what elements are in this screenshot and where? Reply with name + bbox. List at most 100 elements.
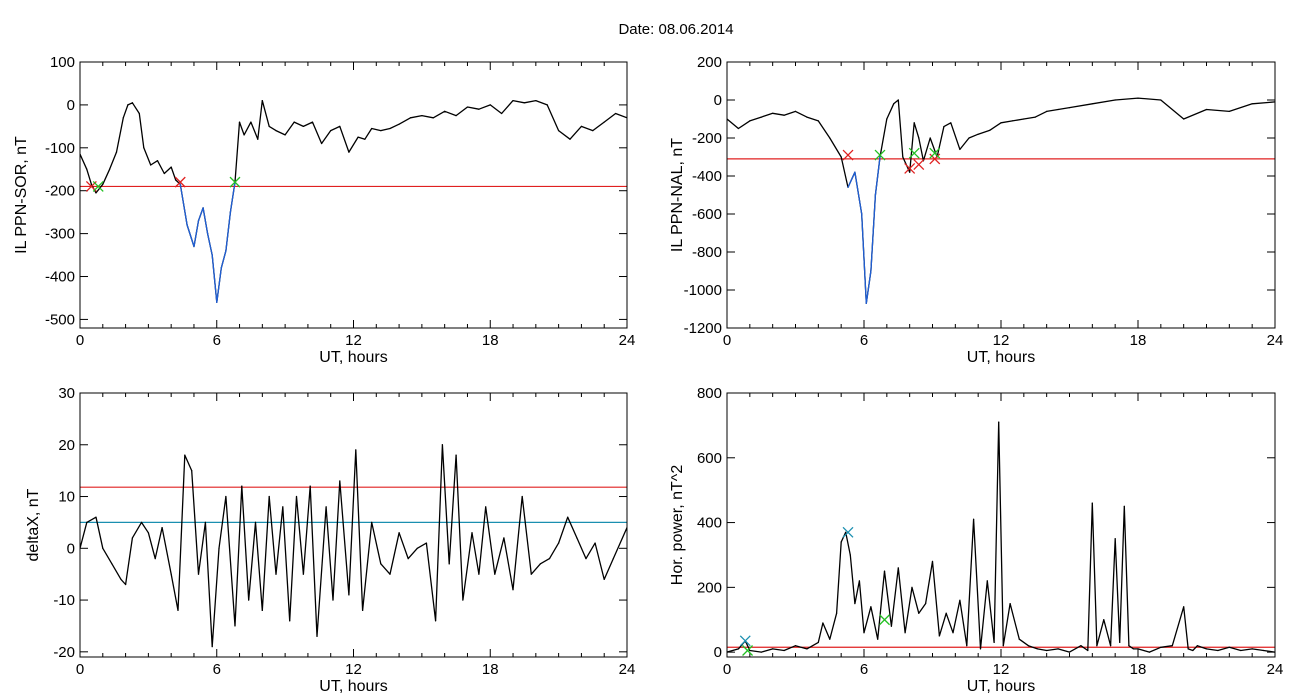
y-tick-label: 200 xyxy=(697,579,722,596)
marker-stroke xyxy=(742,645,754,656)
plot-frame xyxy=(79,392,628,658)
plot-area xyxy=(80,99,627,303)
data-point xyxy=(897,99,899,101)
data-point xyxy=(444,110,446,112)
y-tick-label: -600 xyxy=(692,206,722,223)
data-point xyxy=(179,183,181,185)
marker-stroke xyxy=(874,149,886,161)
data-point xyxy=(817,120,819,122)
data-point xyxy=(371,521,373,524)
data-point xyxy=(407,558,409,560)
data-point xyxy=(143,147,145,149)
data-point xyxy=(1132,648,1135,650)
data-point xyxy=(931,560,934,563)
data-point xyxy=(257,138,259,140)
data-point xyxy=(806,116,808,118)
data-point xyxy=(466,106,469,108)
data-point xyxy=(1027,645,1029,647)
data-point xyxy=(521,495,523,498)
data-point xyxy=(1068,107,1071,109)
data-point xyxy=(822,622,824,624)
data-point xyxy=(302,125,304,127)
data-point xyxy=(952,632,954,634)
x-tick-label: 18 xyxy=(482,332,499,349)
data-point xyxy=(289,620,291,622)
data-point xyxy=(979,648,982,650)
marker-stroke xyxy=(842,526,854,538)
data-point xyxy=(1023,118,1025,120)
data-point xyxy=(861,213,863,215)
x-tick-label: 6 xyxy=(213,661,221,678)
data-point xyxy=(284,134,286,136)
data-point xyxy=(988,129,991,131)
data-point xyxy=(362,609,364,612)
marker-stroke xyxy=(842,149,854,161)
x-tick-label: 6 xyxy=(213,332,221,349)
data-point xyxy=(576,537,578,539)
y-tick-label: 20 xyxy=(58,437,75,454)
data-point xyxy=(355,449,357,451)
data-point xyxy=(320,142,323,145)
marker-stroke xyxy=(908,147,920,159)
data-point xyxy=(911,586,913,588)
y-tick-label: 0 xyxy=(67,540,75,557)
data-point xyxy=(569,138,571,140)
data-point xyxy=(275,130,277,132)
data-point xyxy=(184,454,186,456)
y-tick-label: -800 xyxy=(692,244,722,261)
data-point xyxy=(462,599,464,601)
data-point xyxy=(204,521,206,524)
x-tick-label: 24 xyxy=(619,661,636,678)
data-point xyxy=(1183,118,1185,120)
data-point xyxy=(845,531,847,533)
data-point xyxy=(558,130,560,132)
data-point xyxy=(1046,110,1048,112)
marker-stroke xyxy=(913,159,925,171)
y-tick-label: 100 xyxy=(50,54,75,71)
y-tick-label: 200 xyxy=(697,54,722,71)
data-point xyxy=(512,589,514,591)
x-tick-label: 0 xyxy=(76,661,84,678)
data-point xyxy=(546,104,548,106)
data-point xyxy=(261,609,263,612)
data-point xyxy=(211,254,213,256)
y-axis-label: IL PPN-SOR, nT xyxy=(13,136,30,254)
data-point xyxy=(966,645,968,647)
data-point xyxy=(863,632,865,634)
data-point xyxy=(760,651,762,653)
data-point xyxy=(154,558,156,560)
data-point xyxy=(1110,645,1112,647)
series-line-2 xyxy=(847,156,881,304)
data-point xyxy=(102,547,104,549)
data-point xyxy=(893,103,895,105)
marker-stroke xyxy=(904,162,916,174)
data-point xyxy=(380,130,382,132)
y-tick-label: 0 xyxy=(67,97,75,114)
data-point xyxy=(1137,648,1139,650)
data-point xyxy=(311,121,314,123)
marker-x xyxy=(929,147,941,159)
data-point xyxy=(330,130,332,132)
y-tick-label: -200 xyxy=(692,130,722,147)
y-tick-label: -1200 xyxy=(684,320,722,337)
data-point xyxy=(737,127,740,130)
data-point xyxy=(156,160,159,162)
data-point xyxy=(615,112,617,115)
data-point xyxy=(1046,649,1048,652)
data-point xyxy=(1068,651,1071,653)
chart-panel-bottom-right: 800 600 400 200 00 6 12 18 24 UT, hours Hor. power… xyxy=(669,385,1283,695)
data-point xyxy=(1171,645,1173,647)
data-point xyxy=(902,156,904,158)
plot-frame xyxy=(79,61,628,329)
data-point xyxy=(847,186,849,188)
data-point xyxy=(1205,108,1208,111)
y-tick-label: 10 xyxy=(58,489,75,506)
data-point xyxy=(877,638,879,640)
data-point xyxy=(1228,646,1230,648)
data-point xyxy=(993,641,995,644)
x-tick-label: 12 xyxy=(993,332,1010,349)
data-point xyxy=(357,136,359,138)
data-point xyxy=(879,156,881,158)
